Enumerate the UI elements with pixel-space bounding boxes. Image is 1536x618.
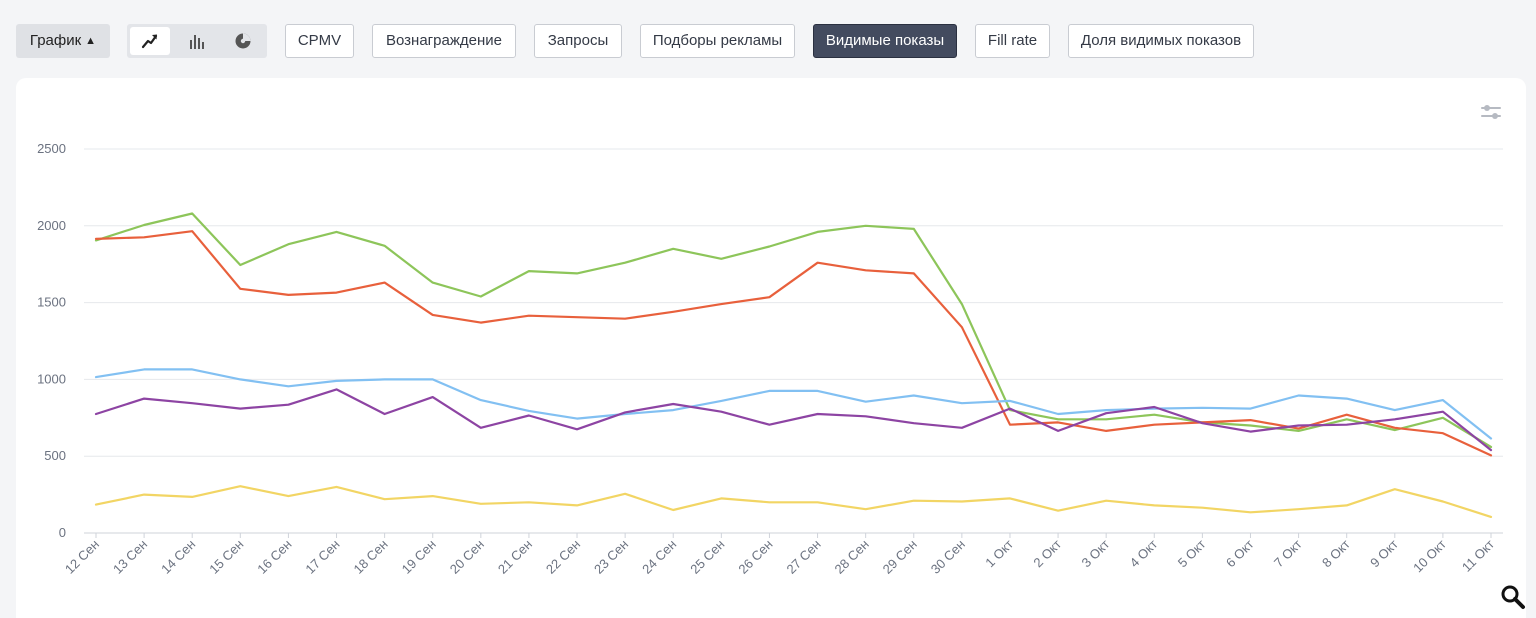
series-line-2[interactable] xyxy=(94,368,1493,440)
metric-button-reward[interactable]: Вознаграждение xyxy=(372,24,516,58)
x-tick-label: 22 Сен xyxy=(543,537,583,577)
x-tick-label: 12 Сен xyxy=(62,537,102,577)
x-tick-label: 5 Окт xyxy=(1175,536,1209,570)
x-tick-label: 29 Сен xyxy=(880,537,920,577)
x-tick-label: 8 Окт xyxy=(1319,536,1353,570)
metric-button-viewable-impressions[interactable]: Видимые показы xyxy=(813,24,957,58)
metric-button-requests[interactable]: Запросы xyxy=(534,24,622,58)
x-tick-label: 7 Окт xyxy=(1271,536,1305,570)
chart-card: 0 500 1000 1500 2000 2500 12 Сен 13 Сен 14 Сен 15… xyxy=(16,78,1526,618)
chart-toggle-label: График xyxy=(29,32,82,49)
bar-chart-icon xyxy=(190,35,204,49)
x-tick-label: 10 Окт xyxy=(1410,536,1449,575)
x-tick-label: 28 Сен xyxy=(832,537,872,577)
x-tick-label: 1 Окт xyxy=(982,536,1016,570)
x-tick-label: 20 Сен xyxy=(447,537,487,577)
y-tick-label: 2500 xyxy=(37,141,66,156)
x-tick-label: 25 Сен xyxy=(687,537,727,577)
series-line-4[interactable] xyxy=(94,485,1493,518)
x-tick-label: 3 Окт xyxy=(1079,536,1113,570)
line-chart: 0 500 1000 1500 2000 2500 12 Сен 13 Сен 14 Сен 15… xyxy=(37,141,1503,577)
x-tick-label: 6 Окт xyxy=(1223,536,1257,570)
line-chart-view-button[interactable] xyxy=(130,27,170,55)
series-line-0[interactable] xyxy=(94,212,1493,449)
y-tick-label: 2000 xyxy=(37,218,66,233)
y-tick-label: 0 xyxy=(59,525,66,540)
chevron-up-icon: ▲ xyxy=(85,35,97,47)
series-line-3[interactable] xyxy=(94,388,1493,452)
y-tick-label: 1500 xyxy=(37,295,66,310)
pie-chart-view-button[interactable] xyxy=(223,27,263,55)
x-tick-label: 24 Сен xyxy=(639,537,679,577)
x-tick-label: 19 Сен xyxy=(399,537,439,577)
series-line-1[interactable] xyxy=(94,230,1493,457)
zoom-button[interactable] xyxy=(1500,584,1526,615)
y-tick-label: 500 xyxy=(44,448,66,463)
x-tick-label: 11 Окт xyxy=(1459,536,1497,574)
chart-settings-button[interactable] xyxy=(1480,103,1502,126)
magnifier-icon xyxy=(1501,585,1525,609)
x-tick-label: 23 Сен xyxy=(591,537,631,577)
metric-button-ad-matches[interactable]: Подборы рекламы xyxy=(640,24,795,58)
x-tick-label: 14 Сен xyxy=(158,537,198,577)
x-tick-label: 9 Окт xyxy=(1367,536,1401,570)
x-tick-label: 15 Сен xyxy=(206,537,246,577)
metric-button-cpmv[interactable]: CPMV xyxy=(285,24,354,58)
toolbar: График ▲ CPMV Вознаграждение За xyxy=(0,0,1536,80)
metric-button-fill-rate[interactable]: Fill rate xyxy=(975,24,1050,58)
bar-chart-view-button[interactable] xyxy=(177,27,217,55)
x-tick-label: 27 Сен xyxy=(783,537,823,577)
x-tick-label: 30 Сен xyxy=(928,537,968,577)
x-tick-label: 18 Сен xyxy=(351,537,391,577)
chart-toggle-button[interactable]: График ▲ xyxy=(16,24,110,58)
pie-chart-icon xyxy=(235,33,251,49)
y-tick-label: 1000 xyxy=(37,371,66,386)
x-tick-label: 2 Окт xyxy=(1030,536,1064,570)
x-tick-label: 26 Сен xyxy=(735,537,775,577)
view-mode-group xyxy=(127,24,267,58)
metric-button-viewable-share[interactable]: Доля видимых показов xyxy=(1068,24,1254,58)
x-tick-label: 17 Сен xyxy=(302,537,342,577)
sliders-icon xyxy=(1481,105,1501,119)
x-tick-label: 4 Окт xyxy=(1127,536,1161,570)
x-tick-label: 21 Сен xyxy=(495,537,535,577)
x-tick-label: 16 Сен xyxy=(254,537,294,577)
x-tick-label: 13 Сен xyxy=(110,537,150,577)
line-chart-icon xyxy=(141,34,158,49)
